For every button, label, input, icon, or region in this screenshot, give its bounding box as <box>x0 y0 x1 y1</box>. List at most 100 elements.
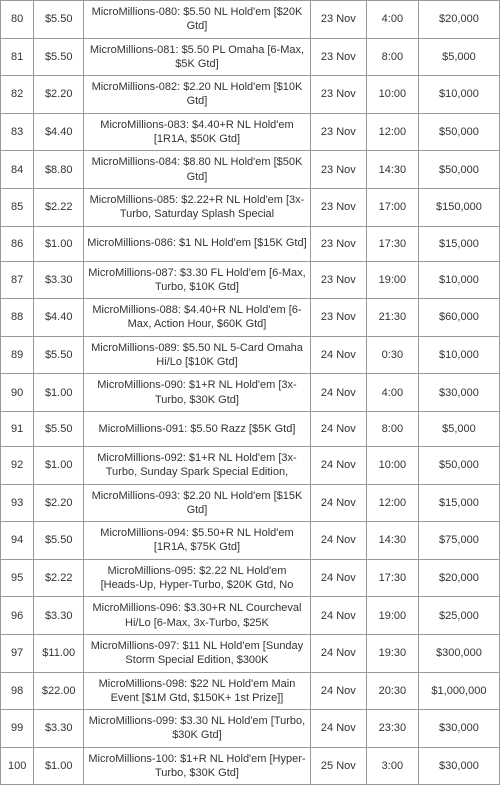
cell-num: 95 <box>1 559 34 597</box>
cell-num: 86 <box>1 226 34 261</box>
cell-gtd: $20,000 <box>418 559 499 597</box>
table-row: 80$5.50MicroMillions-080: $5.50 NL Hold'… <box>1 1 500 39</box>
cell-gtd: $75,000 <box>418 522 499 560</box>
cell-date: 23 Nov <box>310 299 366 337</box>
cell-num: 88 <box>1 299 34 337</box>
cell-buyin: $2.22 <box>34 559 84 597</box>
cell-desc: MicroMillions-091: $5.50 Razz [$5K Gtd] <box>84 411 311 446</box>
table-row: 82$2.20MicroMillions-082: $2.20 NL Hold'… <box>1 76 500 114</box>
cell-time: 14:30 <box>366 151 418 189</box>
cell-gtd: $15,000 <box>418 226 499 261</box>
cell-time: 8:00 <box>366 411 418 446</box>
cell-time: 20:30 <box>366 672 418 710</box>
table-row: 99$3.30MicroMillions-099: $3.30 NL Hold'… <box>1 710 500 748</box>
cell-num: 99 <box>1 710 34 748</box>
table-row: 83$4.40MicroMillions-083: $4.40+R NL Hol… <box>1 113 500 151</box>
cell-desc: MicroMillions-087: $3.30 FL Hold'em [6-M… <box>84 261 311 299</box>
table-row: 98$22.00MicroMillions-098: $22 NL Hold'e… <box>1 672 500 710</box>
cell-date: 24 Nov <box>310 411 366 446</box>
cell-buyin: $1.00 <box>34 747 84 785</box>
table-row: 100$1.00MicroMillions-100: $1+R NL Hold'… <box>1 747 500 785</box>
cell-date: 23 Nov <box>310 261 366 299</box>
cell-gtd: $20,000 <box>418 1 499 39</box>
table-row: 89$5.50MicroMillions-089: $5.50 NL 5-Car… <box>1 336 500 374</box>
cell-num: 98 <box>1 672 34 710</box>
cell-desc: MicroMillions-095: $2.22 NL Hold'em [Hea… <box>84 559 311 597</box>
cell-num: 97 <box>1 634 34 672</box>
cell-time: 10:00 <box>366 446 418 484</box>
cell-gtd: $15,000 <box>418 484 499 522</box>
cell-gtd: $50,000 <box>418 151 499 189</box>
cell-num: 89 <box>1 336 34 374</box>
cell-gtd: $10,000 <box>418 336 499 374</box>
cell-buyin: $22.00 <box>34 672 84 710</box>
cell-buyin: $1.00 <box>34 374 84 412</box>
cell-num: 84 <box>1 151 34 189</box>
cell-buyin: $5.50 <box>34 411 84 446</box>
cell-desc: MicroMillions-098: $22 NL Hold'em Main E… <box>84 672 311 710</box>
cell-time: 8:00 <box>366 38 418 76</box>
cell-desc: MicroMillions-093: $2.20 NL Hold'em [$15… <box>84 484 311 522</box>
cell-gtd: $10,000 <box>418 76 499 114</box>
cell-date: 23 Nov <box>310 113 366 151</box>
cell-desc: MicroMillions-080: $5.50 NL Hold'em [$20… <box>84 1 311 39</box>
cell-time: 17:30 <box>366 226 418 261</box>
cell-time: 12:00 <box>366 113 418 151</box>
cell-desc: MicroMillions-092: $1+R NL Hold'em [3x-T… <box>84 446 311 484</box>
cell-buyin: $5.50 <box>34 522 84 560</box>
cell-date: 24 Nov <box>310 559 366 597</box>
cell-gtd: $5,000 <box>418 38 499 76</box>
cell-buyin: $3.30 <box>34 710 84 748</box>
cell-time: 10:00 <box>366 76 418 114</box>
cell-date: 23 Nov <box>310 151 366 189</box>
cell-time: 12:00 <box>366 484 418 522</box>
cell-desc: MicroMillions-097: $11 NL Hold'em [Sunda… <box>84 634 311 672</box>
cell-num: 83 <box>1 113 34 151</box>
schedule-table: 80$5.50MicroMillions-080: $5.50 NL Hold'… <box>0 0 500 785</box>
table-row: 97$11.00MicroMillions-097: $11 NL Hold'e… <box>1 634 500 672</box>
cell-date: 24 Nov <box>310 522 366 560</box>
cell-gtd: $10,000 <box>418 261 499 299</box>
cell-desc: MicroMillions-085: $2.22+R NL Hold'em [3… <box>84 188 311 226</box>
table-row: 92$1.00MicroMillions-092: $1+R NL Hold'e… <box>1 446 500 484</box>
cell-buyin: $5.50 <box>34 336 84 374</box>
cell-desc: MicroMillions-086: $1 NL Hold'em [$15K G… <box>84 226 311 261</box>
cell-date: 24 Nov <box>310 374 366 412</box>
cell-num: 93 <box>1 484 34 522</box>
table-row: 84$8.80MicroMillions-084: $8.80 NL Hold'… <box>1 151 500 189</box>
cell-date: 24 Nov <box>310 484 366 522</box>
cell-time: 23:30 <box>366 710 418 748</box>
table-row: 87$3.30MicroMillions-087: $3.30 FL Hold'… <box>1 261 500 299</box>
cell-buyin: $11.00 <box>34 634 84 672</box>
cell-desc: MicroMillions-094: $5.50+R NL Hold'em [1… <box>84 522 311 560</box>
cell-date: 24 Nov <box>310 446 366 484</box>
table-row: 85$2.22MicroMillions-085: $2.22+R NL Hol… <box>1 188 500 226</box>
table-row: 81$5.50MicroMillions-081: $5.50 PL Omaha… <box>1 38 500 76</box>
cell-date: 23 Nov <box>310 226 366 261</box>
cell-desc: MicroMillions-082: $2.20 NL Hold'em [$10… <box>84 76 311 114</box>
cell-buyin: $5.50 <box>34 38 84 76</box>
table-row: 90$1.00MicroMillions-090: $1+R NL Hold'e… <box>1 374 500 412</box>
cell-desc: MicroMillions-088: $4.40+R NL Hold'em [6… <box>84 299 311 337</box>
cell-buyin: $5.50 <box>34 1 84 39</box>
table-row: 88$4.40MicroMillions-088: $4.40+R NL Hol… <box>1 299 500 337</box>
cell-num: 100 <box>1 747 34 785</box>
cell-date: 25 Nov <box>310 747 366 785</box>
cell-num: 87 <box>1 261 34 299</box>
cell-buyin: $2.20 <box>34 76 84 114</box>
table-row: 86$1.00MicroMillions-086: $1 NL Hold'em … <box>1 226 500 261</box>
cell-time: 3:00 <box>366 747 418 785</box>
cell-desc: MicroMillions-096: $3.30+R NL Courcheval… <box>84 597 311 635</box>
cell-gtd: $5,000 <box>418 411 499 446</box>
cell-num: 80 <box>1 1 34 39</box>
cell-desc: MicroMillions-081: $5.50 PL Omaha [6-Max… <box>84 38 311 76</box>
cell-gtd: $30,000 <box>418 710 499 748</box>
cell-time: 14:30 <box>366 522 418 560</box>
cell-gtd: $50,000 <box>418 446 499 484</box>
cell-date: 23 Nov <box>310 1 366 39</box>
cell-time: 17:00 <box>366 188 418 226</box>
cell-desc: MicroMillions-084: $8.80 NL Hold'em [$50… <box>84 151 311 189</box>
cell-time: 19:00 <box>366 597 418 635</box>
cell-buyin: $2.20 <box>34 484 84 522</box>
cell-date: 24 Nov <box>310 336 366 374</box>
